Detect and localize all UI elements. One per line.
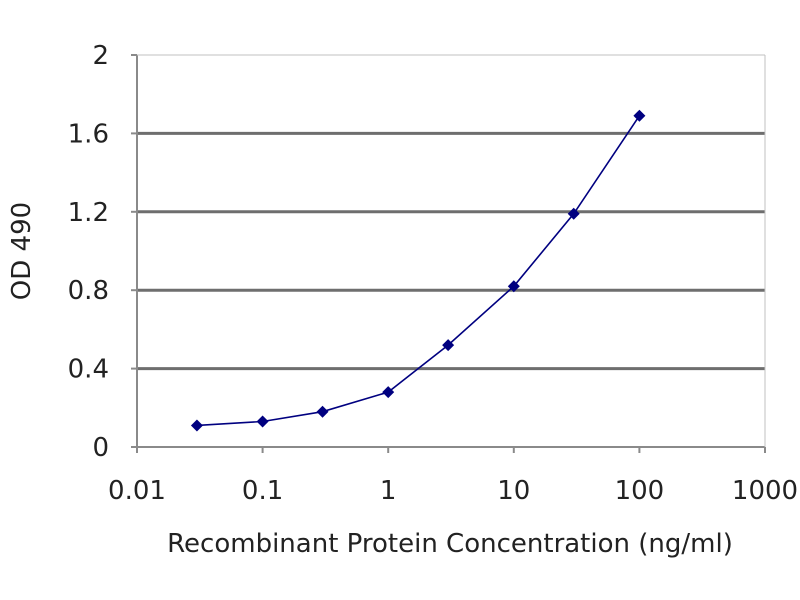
data-point-3 [382, 386, 395, 399]
x-tick-label-2: 1 [380, 476, 397, 506]
data-point-0 [190, 419, 203, 432]
data-point-4 [442, 339, 455, 352]
data-point-5 [507, 280, 520, 293]
y-tick-label-5: 2 [92, 41, 109, 71]
data-point-7 [633, 109, 646, 122]
x-tick-labels: 0.01 0.1 1 10 100 1000 [108, 476, 798, 506]
data-point-1 [256, 415, 269, 428]
y-axis-title: OD 490 [7, 202, 37, 300]
x-axis-title: Recombinant Protein Concentration (ng/ml… [167, 529, 733, 559]
x-tick-label-1: 0.1 [242, 476, 283, 506]
x-tick-label-0: 0.01 [108, 476, 166, 506]
axes [131, 54, 766, 453]
y-tick-label-4: 1.6 [68, 119, 109, 149]
y-tick-label-0: 0 [92, 433, 109, 463]
x-tick-label-5: 1000 [732, 476, 798, 506]
data-series [190, 109, 646, 432]
plot-area [137, 55, 765, 447]
x-tick-label-4: 100 [615, 476, 665, 506]
x-tick-label-3: 10 [497, 476, 530, 506]
y-tick-label-3: 1.2 [68, 198, 109, 228]
y-tick-label-1: 0.4 [68, 355, 109, 385]
y-tick-labels: 0 0.4 0.8 1.2 1.6 2 [68, 41, 109, 463]
data-point-2 [316, 405, 329, 418]
series-line-0 [196, 115, 641, 427]
data-point-6 [567, 207, 580, 220]
y-tick-label-2: 0.8 [68, 276, 109, 306]
gridlines [137, 131, 765, 371]
